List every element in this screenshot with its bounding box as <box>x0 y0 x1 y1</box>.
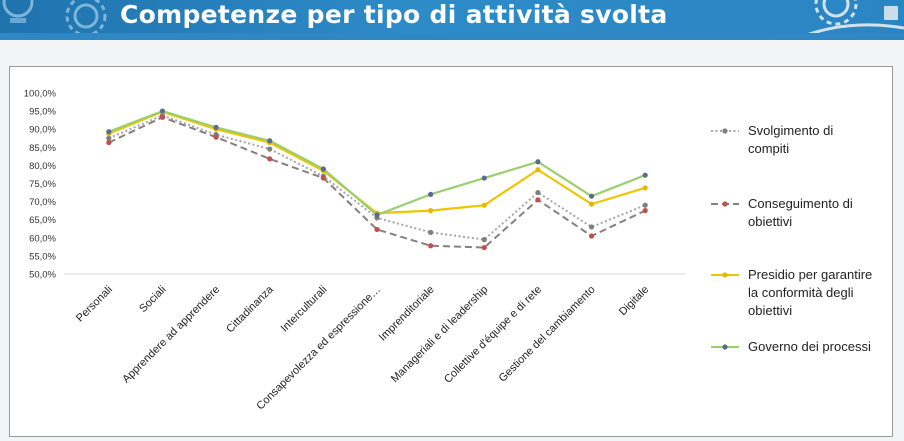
data-point <box>588 201 595 207</box>
legend-label: obiettivi <box>748 303 792 318</box>
data-point <box>481 244 487 251</box>
legend-label: Svolgimento di <box>748 123 833 138</box>
data-point <box>481 237 487 243</box>
data-point <box>213 134 219 140</box>
data-point <box>106 135 112 141</box>
series-1 <box>106 112 648 243</box>
data-point <box>106 129 112 135</box>
data-point <box>642 208 648 214</box>
x-tick-label: Sociali <box>137 284 168 315</box>
data-point <box>267 138 273 144</box>
data-point <box>428 229 434 235</box>
series-line <box>108 116 646 249</box>
x-tick-label: Gestione del cambiamento <box>497 284 598 385</box>
data-point <box>428 191 434 197</box>
data-point <box>535 167 541 173</box>
data-point <box>642 185 648 191</box>
data-point <box>267 146 273 152</box>
x-tick-label: Collettive d'équipe e di rete <box>442 284 544 386</box>
y-tick-label: 60,0% <box>29 233 56 244</box>
page-title: Competenze per tipo di attività svolta <box>120 0 668 29</box>
legend-label: obiettivi <box>748 214 792 229</box>
title-banner: Competenze per tipo di attività svolta <box>0 0 904 40</box>
x-tick-label: Digitale <box>617 284 651 318</box>
series-3 <box>106 109 648 216</box>
x-tick-label: Personali <box>74 284 115 325</box>
data-point <box>428 208 434 214</box>
legend-item: Conseguimento di obiettivi <box>711 196 853 229</box>
legend-label: Presidio per garantire <box>748 267 872 282</box>
legend-item: Governo dei processi <box>711 339 871 354</box>
legend-label: Governo dei processi <box>748 339 871 354</box>
x-tick-label: Manageriali e di leadership <box>389 284 490 385</box>
y-tick-label: 75,0% <box>29 179 56 190</box>
data-point <box>428 243 434 249</box>
series-layer <box>106 108 648 251</box>
data-point <box>106 139 112 146</box>
legend-item: Svolgimento di compiti <box>711 123 833 156</box>
data-point <box>642 172 648 178</box>
y-tick-label: 80,0% <box>29 161 56 172</box>
data-point <box>481 202 487 208</box>
series-4 <box>106 108 648 218</box>
data-point <box>588 224 595 230</box>
x-tick-label: Imprenditoriale <box>377 284 437 344</box>
legend-swatch-marker <box>722 272 728 278</box>
legend-swatch-marker <box>722 201 728 207</box>
series-line <box>108 114 646 241</box>
y-tick-label: 65,0% <box>29 215 56 226</box>
data-point <box>588 193 595 199</box>
x-tick-label: Cittadinanza <box>224 283 276 335</box>
banner-stripe <box>0 33 904 40</box>
data-point <box>535 197 541 203</box>
data-point <box>320 175 326 181</box>
data-point <box>213 124 219 130</box>
y-tick-label: 100,0% <box>24 89 57 100</box>
data-point <box>159 114 166 120</box>
legend: Svolgimento di compiti Conseguimento di obi… <box>711 123 872 354</box>
data-point <box>642 202 648 208</box>
data-point <box>320 166 326 172</box>
data-point <box>374 226 380 233</box>
legend-label: la conformità degli <box>748 285 854 300</box>
x-tick-label: Apprendere ad apprendere <box>120 284 222 386</box>
y-tick-label: 70,0% <box>29 197 56 208</box>
series-line <box>108 109 646 217</box>
legend-label: Conseguimento di <box>748 196 853 211</box>
line-chart: 100,0% 95,0% 90,0% 85,0% 80,0% 75,0% 70,0% 65,0… <box>24 89 873 413</box>
data-point <box>535 159 541 165</box>
y-tick-label: 90,0% <box>29 125 56 136</box>
legend-swatch-marker <box>722 128 728 134</box>
y-axis: 100,0% 95,0% 90,0% 85,0% 80,0% 75,0% 70,0% 65,0… <box>24 89 57 281</box>
y-tick-label: 85,0% <box>29 143 56 154</box>
chart-frame: 100,0% 95,0% 90,0% 85,0% 80,0% 75,0% 70,0% 65,0… <box>9 66 893 437</box>
y-tick-label: 95,0% <box>29 107 56 118</box>
legend-label: compiti <box>748 141 789 156</box>
data-point <box>481 175 487 181</box>
data-point <box>588 233 595 239</box>
x-tick-label: Consapevolezza ed espressione… <box>254 284 383 413</box>
legend-item: Presidio per garantire la conformità degl… <box>711 267 872 318</box>
data-point <box>159 108 166 114</box>
data-point <box>267 156 273 162</box>
x-tick-label: Interculturali <box>279 284 330 335</box>
data-point <box>535 189 541 196</box>
legend-swatch-marker <box>722 344 728 350</box>
series-line <box>108 110 646 215</box>
series-2 <box>106 114 648 251</box>
y-tick-label: 50,0% <box>29 270 56 281</box>
y-tick-label: 55,0% <box>29 251 56 262</box>
data-point <box>374 212 380 218</box>
